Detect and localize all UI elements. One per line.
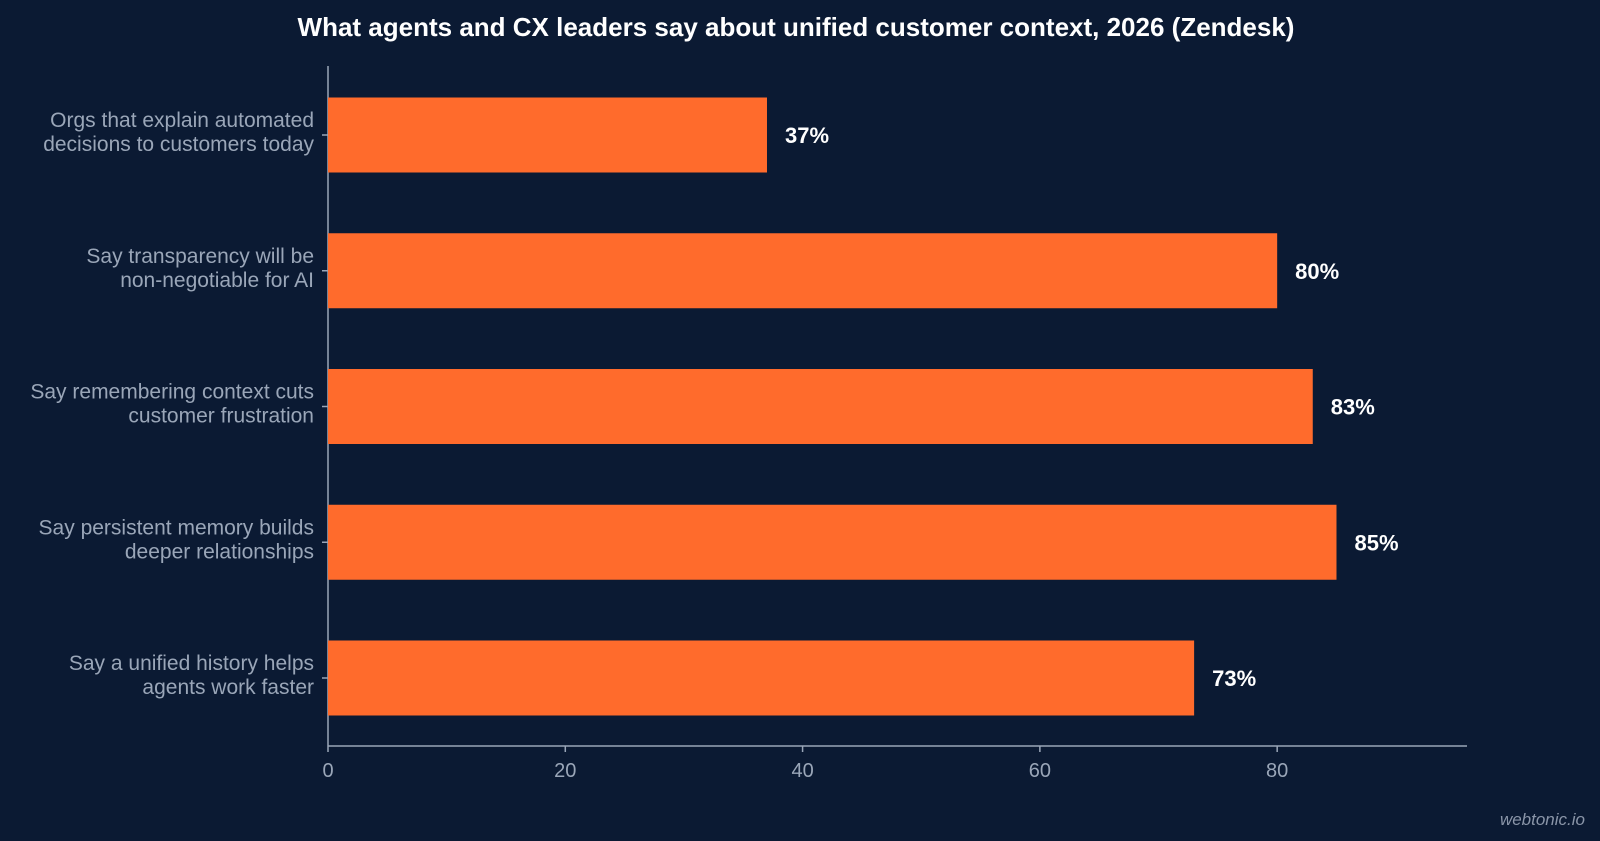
category-label: Say remembering context cuts customer fru…: [30, 381, 314, 428]
x-tick-label: 60: [1029, 760, 1051, 782]
category-label-line: Orgs that explain automated: [50, 109, 314, 132]
bar: [328, 369, 1313, 444]
category-label-line: Say a unified history helps: [69, 652, 314, 675]
bars: [328, 97, 1337, 716]
category-label-line: deeper relationships: [125, 540, 314, 563]
data-labels: 37% 80% 83% 85% 73%: [785, 123, 1399, 691]
bar: [328, 233, 1278, 309]
chart-title: What agents and CX leaders say about uni…: [298, 12, 1295, 42]
category-label-line: customer frustration: [128, 405, 314, 428]
bar: [328, 97, 767, 173]
category-label-line: decisions to customers today: [43, 133, 314, 156]
data-label: 83%: [1331, 395, 1375, 420]
x-tick-label: 80: [1266, 760, 1288, 782]
category-label-line: non-negotiable for AI: [120, 269, 314, 292]
category-label-line: agents work faster: [142, 676, 314, 699]
x-tick-label: 40: [791, 760, 813, 782]
category-label: Say transparency will be non-negotiable f…: [86, 245, 314, 292]
data-label: 37%: [785, 123, 829, 148]
axes: 0 20 40 60 80 Orgs that explain automated deci…: [30, 66, 1467, 782]
category-label: Say persistent memory builds deeper relat…: [39, 516, 314, 563]
category-label-line: Say transparency will be: [86, 245, 314, 268]
bar: [328, 504, 1337, 580]
bar: [328, 640, 1195, 716]
category-label-line: Say remembering context cuts: [30, 381, 314, 404]
category-label: Say a unified history helps agents work f…: [69, 652, 314, 699]
category-label-line: Say persistent memory builds: [39, 516, 314, 539]
data-label: 85%: [1354, 530, 1398, 555]
data-label: 73%: [1212, 666, 1256, 691]
category-label: Orgs that explain automated decisions to …: [43, 109, 314, 156]
x-tick-label: 20: [554, 760, 576, 782]
data-label: 80%: [1295, 259, 1339, 284]
watermark: webtonic.io: [1500, 810, 1585, 829]
x-tick-label: 0: [322, 760, 333, 782]
